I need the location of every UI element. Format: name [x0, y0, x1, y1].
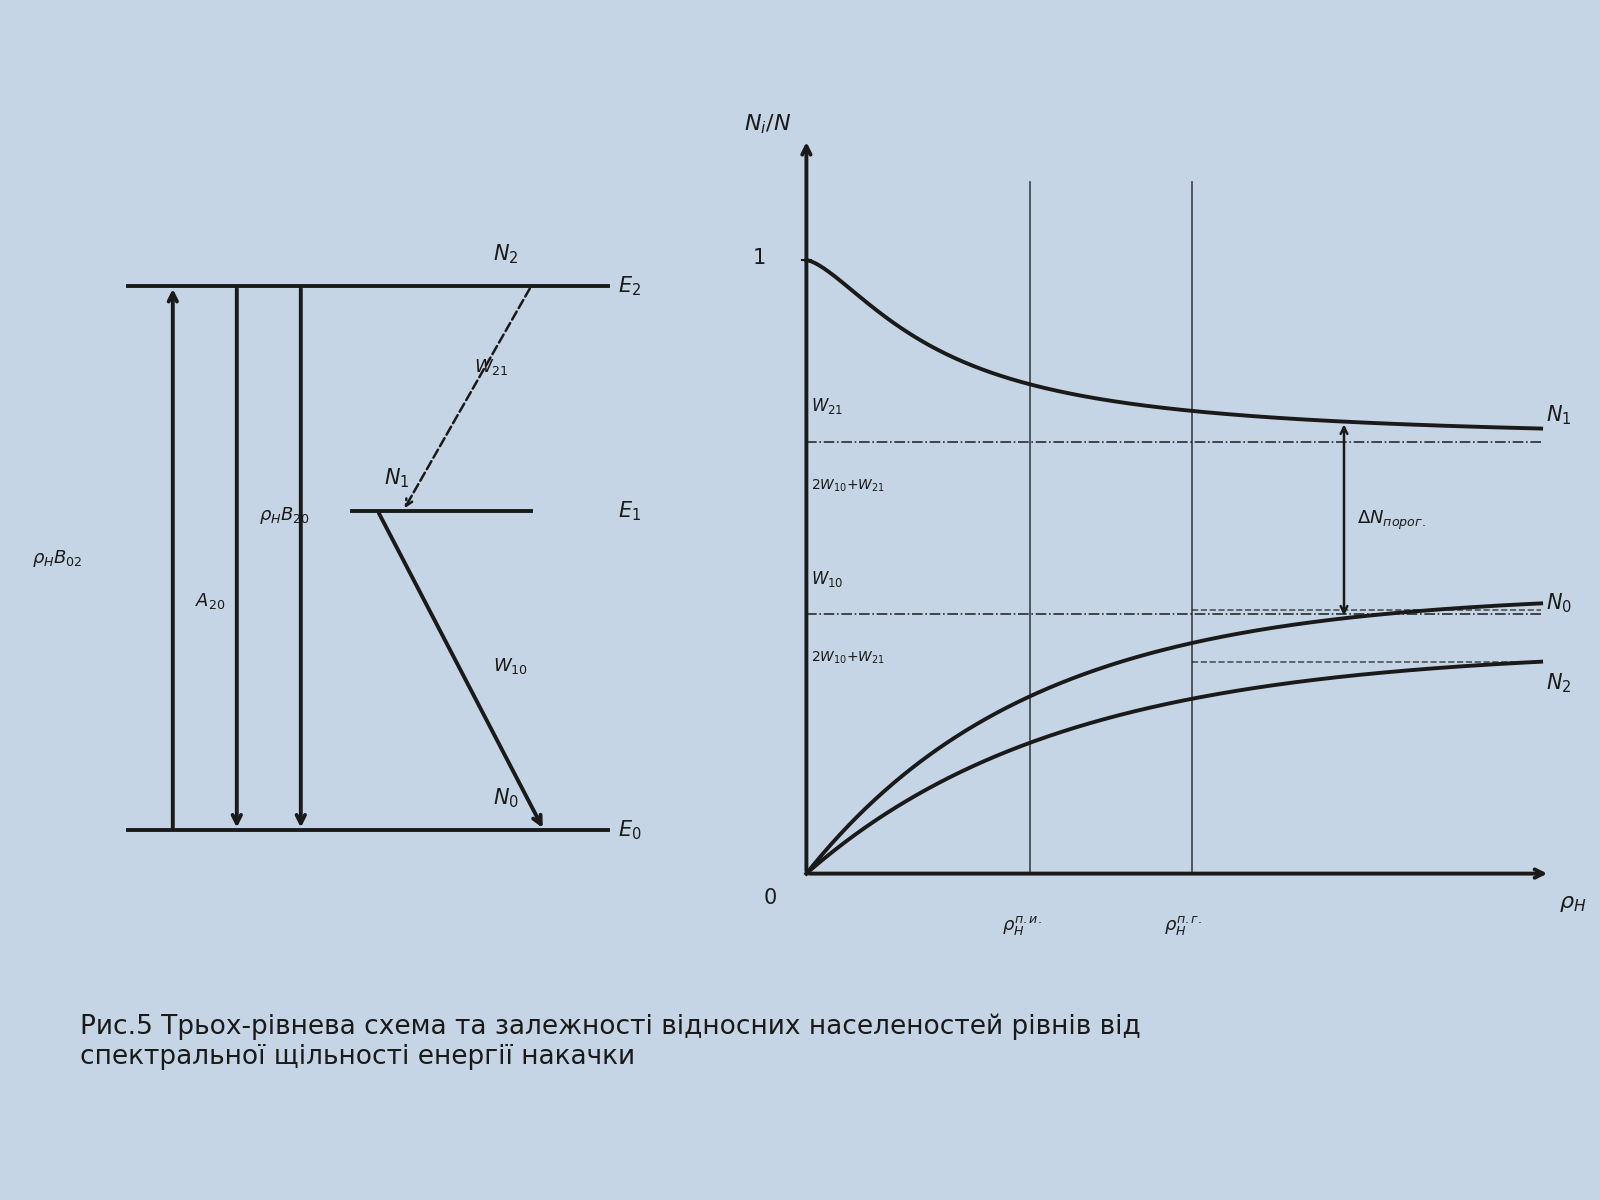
Text: $W_{10}$: $W_{10}$ — [493, 655, 528, 676]
Text: Рис.5 Трьох-рівнева схема та залежності відносних населеностей рівнів від
спектр: Рис.5 Трьох-рівнева схема та залежності … — [80, 1014, 1141, 1070]
Text: $N_0$: $N_0$ — [1546, 592, 1571, 616]
Text: $2W_{10}{+}W_{21}$: $2W_{10}{+}W_{21}$ — [811, 478, 885, 493]
Text: 1: 1 — [754, 248, 766, 269]
Text: $N_1$: $N_1$ — [384, 467, 410, 491]
Text: $A_{20}$: $A_{20}$ — [195, 592, 226, 612]
Text: $N_1$: $N_1$ — [1546, 404, 1571, 427]
Text: $W_{10}$: $W_{10}$ — [811, 569, 843, 589]
Text: $\rho_H$: $\rho_H$ — [1558, 894, 1586, 914]
Text: $\rho_H B_{02}$: $\rho_H B_{02}$ — [32, 547, 83, 569]
Text: $N_0$: $N_0$ — [493, 786, 518, 810]
Text: $N_2$: $N_2$ — [1546, 672, 1571, 695]
Text: 0: 0 — [763, 888, 778, 908]
Text: $2W_{10}{+}W_{21}$: $2W_{10}{+}W_{21}$ — [811, 650, 885, 666]
Text: $\rho_H^{п.и.}$: $\rho_H^{п.и.}$ — [1002, 913, 1042, 937]
Text: $N_2$: $N_2$ — [493, 242, 518, 265]
Text: $\rho_H^{п.г.}$: $\rho_H^{п.г.}$ — [1163, 913, 1202, 937]
Text: $\rho_H B_{20}$: $\rho_H B_{20}$ — [259, 504, 310, 526]
Text: $W_{21}$: $W_{21}$ — [474, 358, 509, 378]
Text: $W_{21}$: $W_{21}$ — [811, 396, 843, 416]
Text: $N_i/N$: $N_i/N$ — [744, 113, 790, 136]
Text: $E_0$: $E_0$ — [618, 818, 642, 842]
Text: $E_2$: $E_2$ — [618, 275, 640, 298]
Text: $E_1$: $E_1$ — [618, 499, 640, 522]
Text: $\Delta N_{порог.}$: $\Delta N_{порог.}$ — [1357, 509, 1426, 532]
